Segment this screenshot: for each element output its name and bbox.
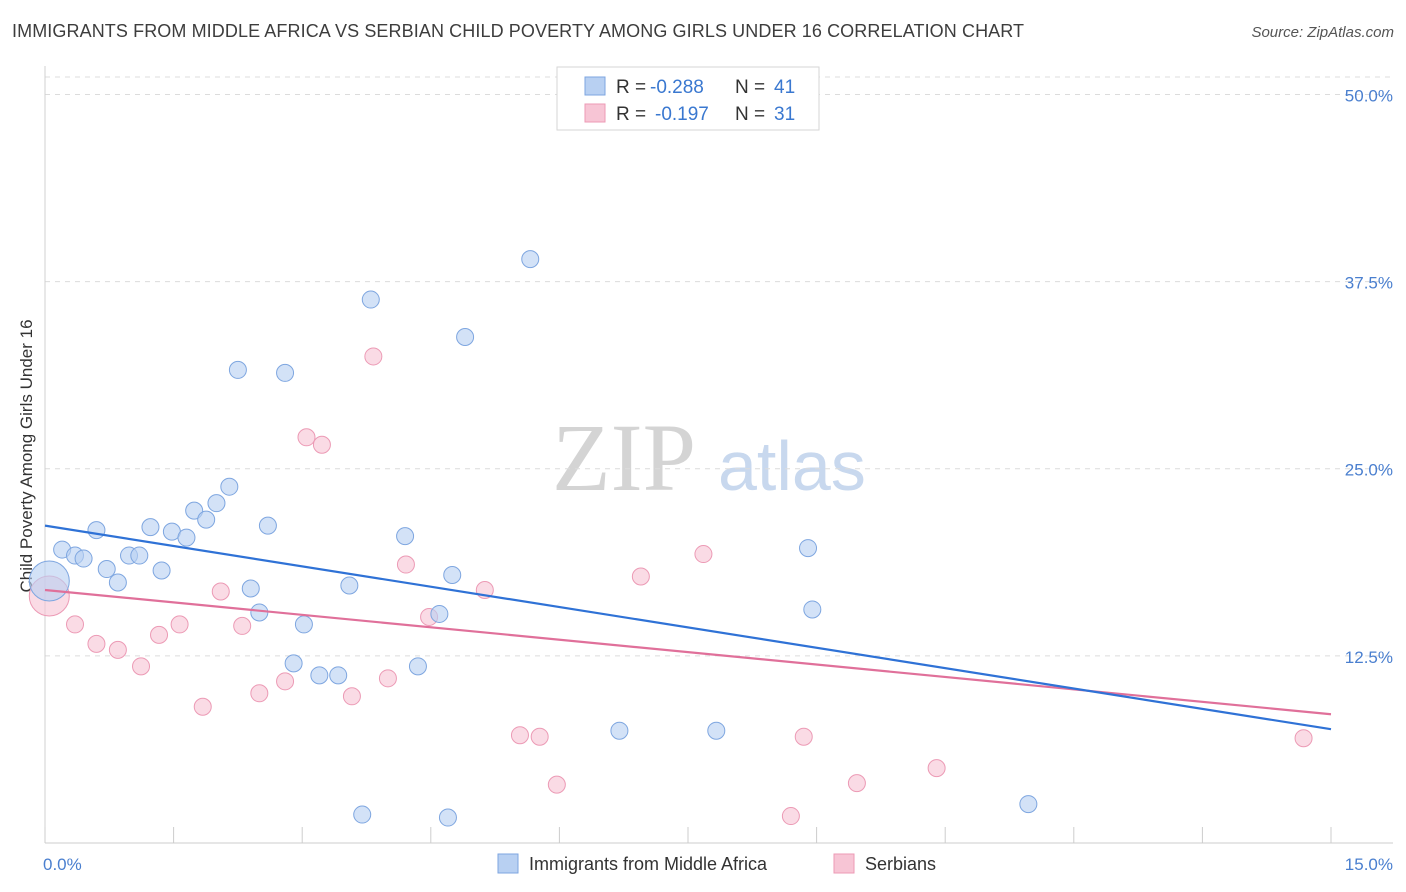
bottom-legend-label-pink: Serbians [865, 854, 936, 874]
serbian-point-2 [87, 634, 106, 653]
serbian-point-10 [250, 684, 269, 703]
bottom-legend-swatch-pink [833, 853, 855, 874]
middle-africa-point-0 [28, 560, 70, 602]
middle-africa-point-15 [207, 494, 226, 513]
middle-africa-trend-line [44, 524, 1332, 731]
serbian-point-23 [631, 567, 650, 586]
middle-africa-point-33 [443, 566, 462, 585]
series-legend: Immigrants from Middle Africa Serbians [497, 853, 936, 874]
legend-n-value-1: 41 [774, 77, 795, 98]
middle-africa-point-37 [707, 721, 726, 740]
serbian-point-1 [66, 615, 85, 634]
legend-n-label-2: N = [735, 104, 765, 125]
legend-r-label-2: R = [616, 104, 646, 125]
middle-africa-point-38 [799, 539, 818, 558]
middle-africa-point-27 [353, 805, 372, 824]
middle-africa-point-3 [74, 549, 93, 568]
legend-r-label-1: R = [616, 77, 646, 98]
serbian-point-22 [547, 775, 566, 794]
serbian-point-9 [233, 616, 252, 635]
legend-n-value-2: 31 [774, 104, 795, 125]
axes [44, 66, 1393, 844]
middle-africa-point-24 [310, 666, 329, 685]
serbian-trend-line [44, 588, 1332, 716]
correlation-legend: R = -0.288 N = 41 R = -0.197 N = 31 [556, 66, 820, 131]
middle-africa-point-30 [408, 657, 427, 676]
middle-africa-point-21 [276, 363, 295, 382]
middle-africa-point-17 [228, 360, 247, 379]
y-tick-label-3: 50.0% [1345, 86, 1393, 105]
middle-africa-point-13 [185, 501, 204, 520]
serbian-point-26 [781, 807, 800, 826]
serbian-point-15 [364, 347, 383, 366]
serbian-point-11 [276, 672, 295, 691]
legend-r-value-2: -0.197 [655, 104, 709, 125]
serbian-point-27 [794, 727, 813, 746]
watermark: ZIP atlas [552, 404, 866, 511]
serbian-point-13 [312, 435, 331, 454]
y-tick-label-0: 12.5% [1345, 648, 1393, 667]
middle-africa-point-29 [396, 527, 415, 546]
watermark-atlas: atlas [718, 427, 866, 505]
serbian-point-21 [530, 727, 549, 746]
middle-africa-point-34 [456, 327, 475, 346]
serbian-point-5 [150, 625, 169, 644]
middle-africa-point-26 [340, 576, 359, 595]
legend-swatch-blue [584, 76, 606, 96]
chart-title: IMMIGRANTS FROM MIDDLE AFRICA VS SERBIAN… [12, 21, 1025, 41]
legend-n-label-1: N = [735, 77, 765, 98]
bottom-legend-swatch-blue [497, 853, 519, 874]
y-tick-labels: 12.5% 25.0% 37.5% 50.0% [1345, 86, 1393, 666]
grid-lines [45, 76, 1393, 657]
bottom-legend-label-blue: Immigrants from Middle Africa [529, 854, 768, 874]
middle-africa-point-31 [430, 604, 449, 623]
middle-africa-point-23 [294, 615, 313, 634]
middle-africa-point-40 [1019, 795, 1038, 814]
middle-africa-point-22 [284, 654, 303, 673]
middle-africa-point-8 [130, 546, 149, 565]
middle-africa-point-28 [361, 290, 380, 309]
x-tick-label-0: 0.0% [43, 855, 82, 874]
middle-africa-point-6 [108, 573, 127, 592]
x-tick-label-1: 15.0% [1345, 855, 1393, 874]
middle-africa-point-12 [177, 528, 196, 547]
serbian-point-16 [378, 669, 397, 688]
trend-lines [44, 524, 1332, 731]
serbian-point-8 [211, 582, 230, 601]
middle-africa-point-36 [610, 721, 629, 740]
serbian-point-6 [170, 615, 189, 634]
middle-africa-point-16 [220, 477, 239, 496]
legend-swatch-pink [584, 103, 606, 123]
y-tick-label-2: 37.5% [1345, 274, 1393, 293]
serbian-point-28 [847, 774, 866, 793]
middle-africa-point-20 [258, 516, 277, 535]
middle-africa-point-19 [250, 603, 269, 622]
middle-africa-point-32 [438, 808, 457, 827]
serbian-point-12 [297, 428, 316, 447]
serbian-point-7 [193, 697, 212, 716]
middle-africa-point-5 [97, 560, 116, 579]
middle-africa-point-10 [152, 561, 171, 580]
watermark-zip: ZIP [552, 404, 696, 511]
middle-africa-point-9 [141, 518, 160, 537]
legend-r-value-1: -0.288 [650, 77, 704, 98]
serbian-point-30 [1294, 729, 1313, 748]
serbian-point-25 [694, 545, 713, 564]
serbian-point-17 [396, 555, 415, 574]
y-tick-label-1: 25.0% [1345, 461, 1393, 480]
x-tick-labels: 0.0% 15.0% [43, 855, 1393, 874]
middle-africa-point-4 [87, 521, 106, 540]
serbian-point-14 [342, 687, 361, 706]
middle-africa-point-25 [329, 666, 348, 685]
middle-africa-point-18 [241, 579, 260, 598]
middle-africa-point-39 [803, 600, 822, 619]
serbian-point-29 [927, 759, 946, 778]
serbian-point-4 [132, 657, 151, 676]
serbian-point-20 [510, 726, 529, 745]
serbian-point-3 [108, 640, 127, 659]
middle-africa-point-14 [197, 510, 216, 529]
middle-africa-point-35 [521, 250, 540, 269]
source-credit: Source: ZipAtlas.com [1251, 24, 1394, 41]
